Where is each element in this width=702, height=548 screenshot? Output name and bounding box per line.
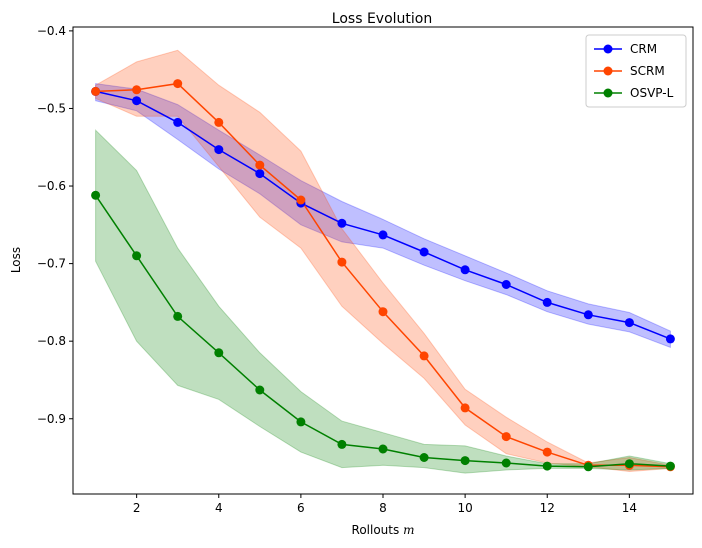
y-tick-label: −0.7 bbox=[37, 257, 66, 271]
legend-crm-marker bbox=[603, 44, 613, 54]
y-tick-label: −0.8 bbox=[37, 334, 66, 348]
x-tick-label: 10 bbox=[457, 501, 472, 515]
y-tick-label: −0.5 bbox=[37, 101, 66, 115]
osvp-l-point bbox=[624, 459, 634, 469]
x-axis-label-variable: m bbox=[403, 523, 414, 537]
x-axis-label: Rollouts m bbox=[352, 523, 415, 537]
osvp-l-point bbox=[501, 458, 511, 468]
y-tick-label: −0.6 bbox=[37, 179, 66, 193]
osvp-l-point bbox=[378, 444, 388, 454]
osvp-l-point bbox=[91, 190, 101, 200]
scrm-point bbox=[460, 403, 470, 413]
scrm-point bbox=[337, 257, 347, 267]
osvp-l-point bbox=[419, 453, 429, 462]
osvp-l-point bbox=[214, 348, 224, 358]
x-tick-label: 6 bbox=[297, 501, 305, 515]
x-axis-ticks: 2 4 6 8 10 12 14 bbox=[133, 494, 637, 515]
scrm-point bbox=[378, 307, 388, 317]
legend-scrm-label: SCRM bbox=[630, 64, 665, 78]
crm-point bbox=[173, 117, 183, 127]
x-tick-label: 8 bbox=[379, 501, 387, 515]
scrm-point bbox=[419, 351, 429, 361]
x-axis-label-text: Rollouts bbox=[352, 523, 400, 537]
legend-box bbox=[585, 34, 687, 108]
crm-point bbox=[501, 280, 511, 289]
scrm-point bbox=[132, 85, 142, 95]
crm-point bbox=[378, 230, 388, 240]
crm-point bbox=[132, 96, 142, 106]
legend: CRM SCRM OSVP-L bbox=[585, 34, 687, 108]
crm-point bbox=[542, 297, 552, 307]
crm-point bbox=[665, 334, 675, 344]
scrm-point bbox=[296, 195, 306, 205]
x-tick-label: 12 bbox=[540, 501, 555, 515]
osvp-l-point bbox=[132, 251, 142, 261]
scrm-point bbox=[91, 86, 101, 96]
y-tick-label: −0.4 bbox=[37, 24, 66, 38]
x-tick-label: 14 bbox=[622, 501, 637, 515]
crm-point bbox=[255, 169, 265, 179]
osvp-l-point bbox=[665, 461, 675, 471]
osvp-l-point bbox=[255, 385, 265, 395]
crm-point bbox=[460, 265, 470, 275]
osvp-l-point bbox=[460, 456, 470, 466]
crm-point bbox=[624, 318, 634, 328]
osvp-l-point bbox=[296, 417, 306, 427]
legend-scrm-marker bbox=[603, 66, 613, 76]
series-markers bbox=[91, 79, 675, 472]
scrm-point bbox=[255, 160, 265, 170]
chart-title: Loss Evolution bbox=[332, 11, 432, 27]
osvp-l-point bbox=[583, 462, 593, 472]
y-axis-ticks: −0.4 −0.5 −0.6 −0.7 −0.8 −0.9 bbox=[37, 24, 73, 426]
y-axis-label: Loss bbox=[9, 247, 23, 273]
x-tick-label: 2 bbox=[133, 501, 141, 515]
crm-point bbox=[337, 218, 347, 228]
x-tick-label: 4 bbox=[215, 501, 223, 515]
osvp-l-point bbox=[542, 461, 552, 471]
crm-band bbox=[95, 83, 671, 349]
osvp-l-point bbox=[173, 311, 183, 321]
osvp-l-point bbox=[337, 439, 347, 449]
scrm-point bbox=[542, 447, 552, 457]
crm-point bbox=[214, 145, 224, 155]
y-tick-label: −0.9 bbox=[37, 412, 66, 426]
scrm-point bbox=[214, 117, 224, 127]
legend-osvp-l-label: OSVP-L bbox=[630, 86, 674, 100]
scrm-point bbox=[173, 79, 183, 89]
legend-osvp-l-marker bbox=[603, 88, 613, 98]
scrm-point bbox=[501, 432, 511, 442]
legend-crm-label: CRM bbox=[630, 42, 657, 56]
crm-point bbox=[419, 247, 429, 257]
crm-point bbox=[583, 310, 593, 320]
